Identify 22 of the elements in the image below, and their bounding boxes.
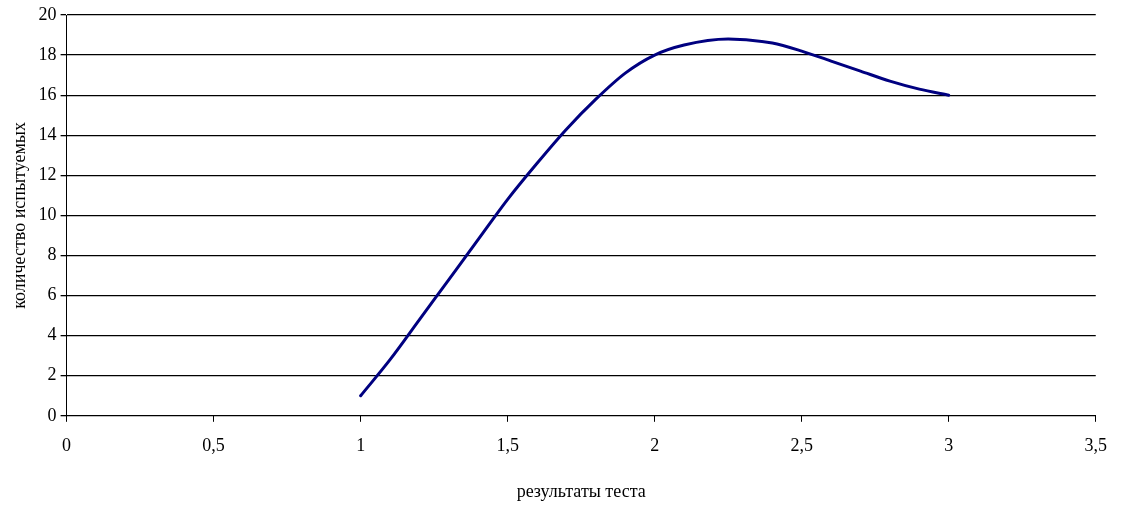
x-tick-label: 0 xyxy=(62,435,72,456)
y-tick-label: 20 xyxy=(38,3,57,24)
x-tick-label: 3,5 xyxy=(1084,435,1107,456)
y-tick-label: 0 xyxy=(47,404,57,425)
x-tick-label: 3 xyxy=(944,435,954,456)
x-tick-label: 1,5 xyxy=(496,435,519,456)
x-tick-label: 1 xyxy=(356,435,366,456)
y-tick-label: 14 xyxy=(38,123,57,144)
y-tick-label: 18 xyxy=(38,43,57,64)
x-tick-label: 2,5 xyxy=(790,435,813,456)
y-tick-label: 12 xyxy=(38,164,57,185)
x-tick-label: 0,5 xyxy=(202,435,225,456)
y-tick-label: 16 xyxy=(38,83,57,104)
y-tick-label: 4 xyxy=(47,324,57,345)
y-tick-label: 10 xyxy=(38,204,57,225)
x-axis-title: результаты теста xyxy=(516,480,646,501)
x-tick-label: 2 xyxy=(650,435,660,456)
y-tick-label: 8 xyxy=(47,244,57,265)
y-tick-label: 6 xyxy=(47,284,57,305)
y-tick-label: 2 xyxy=(47,364,57,385)
y-axis-title: количество испытуемых xyxy=(8,122,29,309)
line-series xyxy=(359,37,951,398)
